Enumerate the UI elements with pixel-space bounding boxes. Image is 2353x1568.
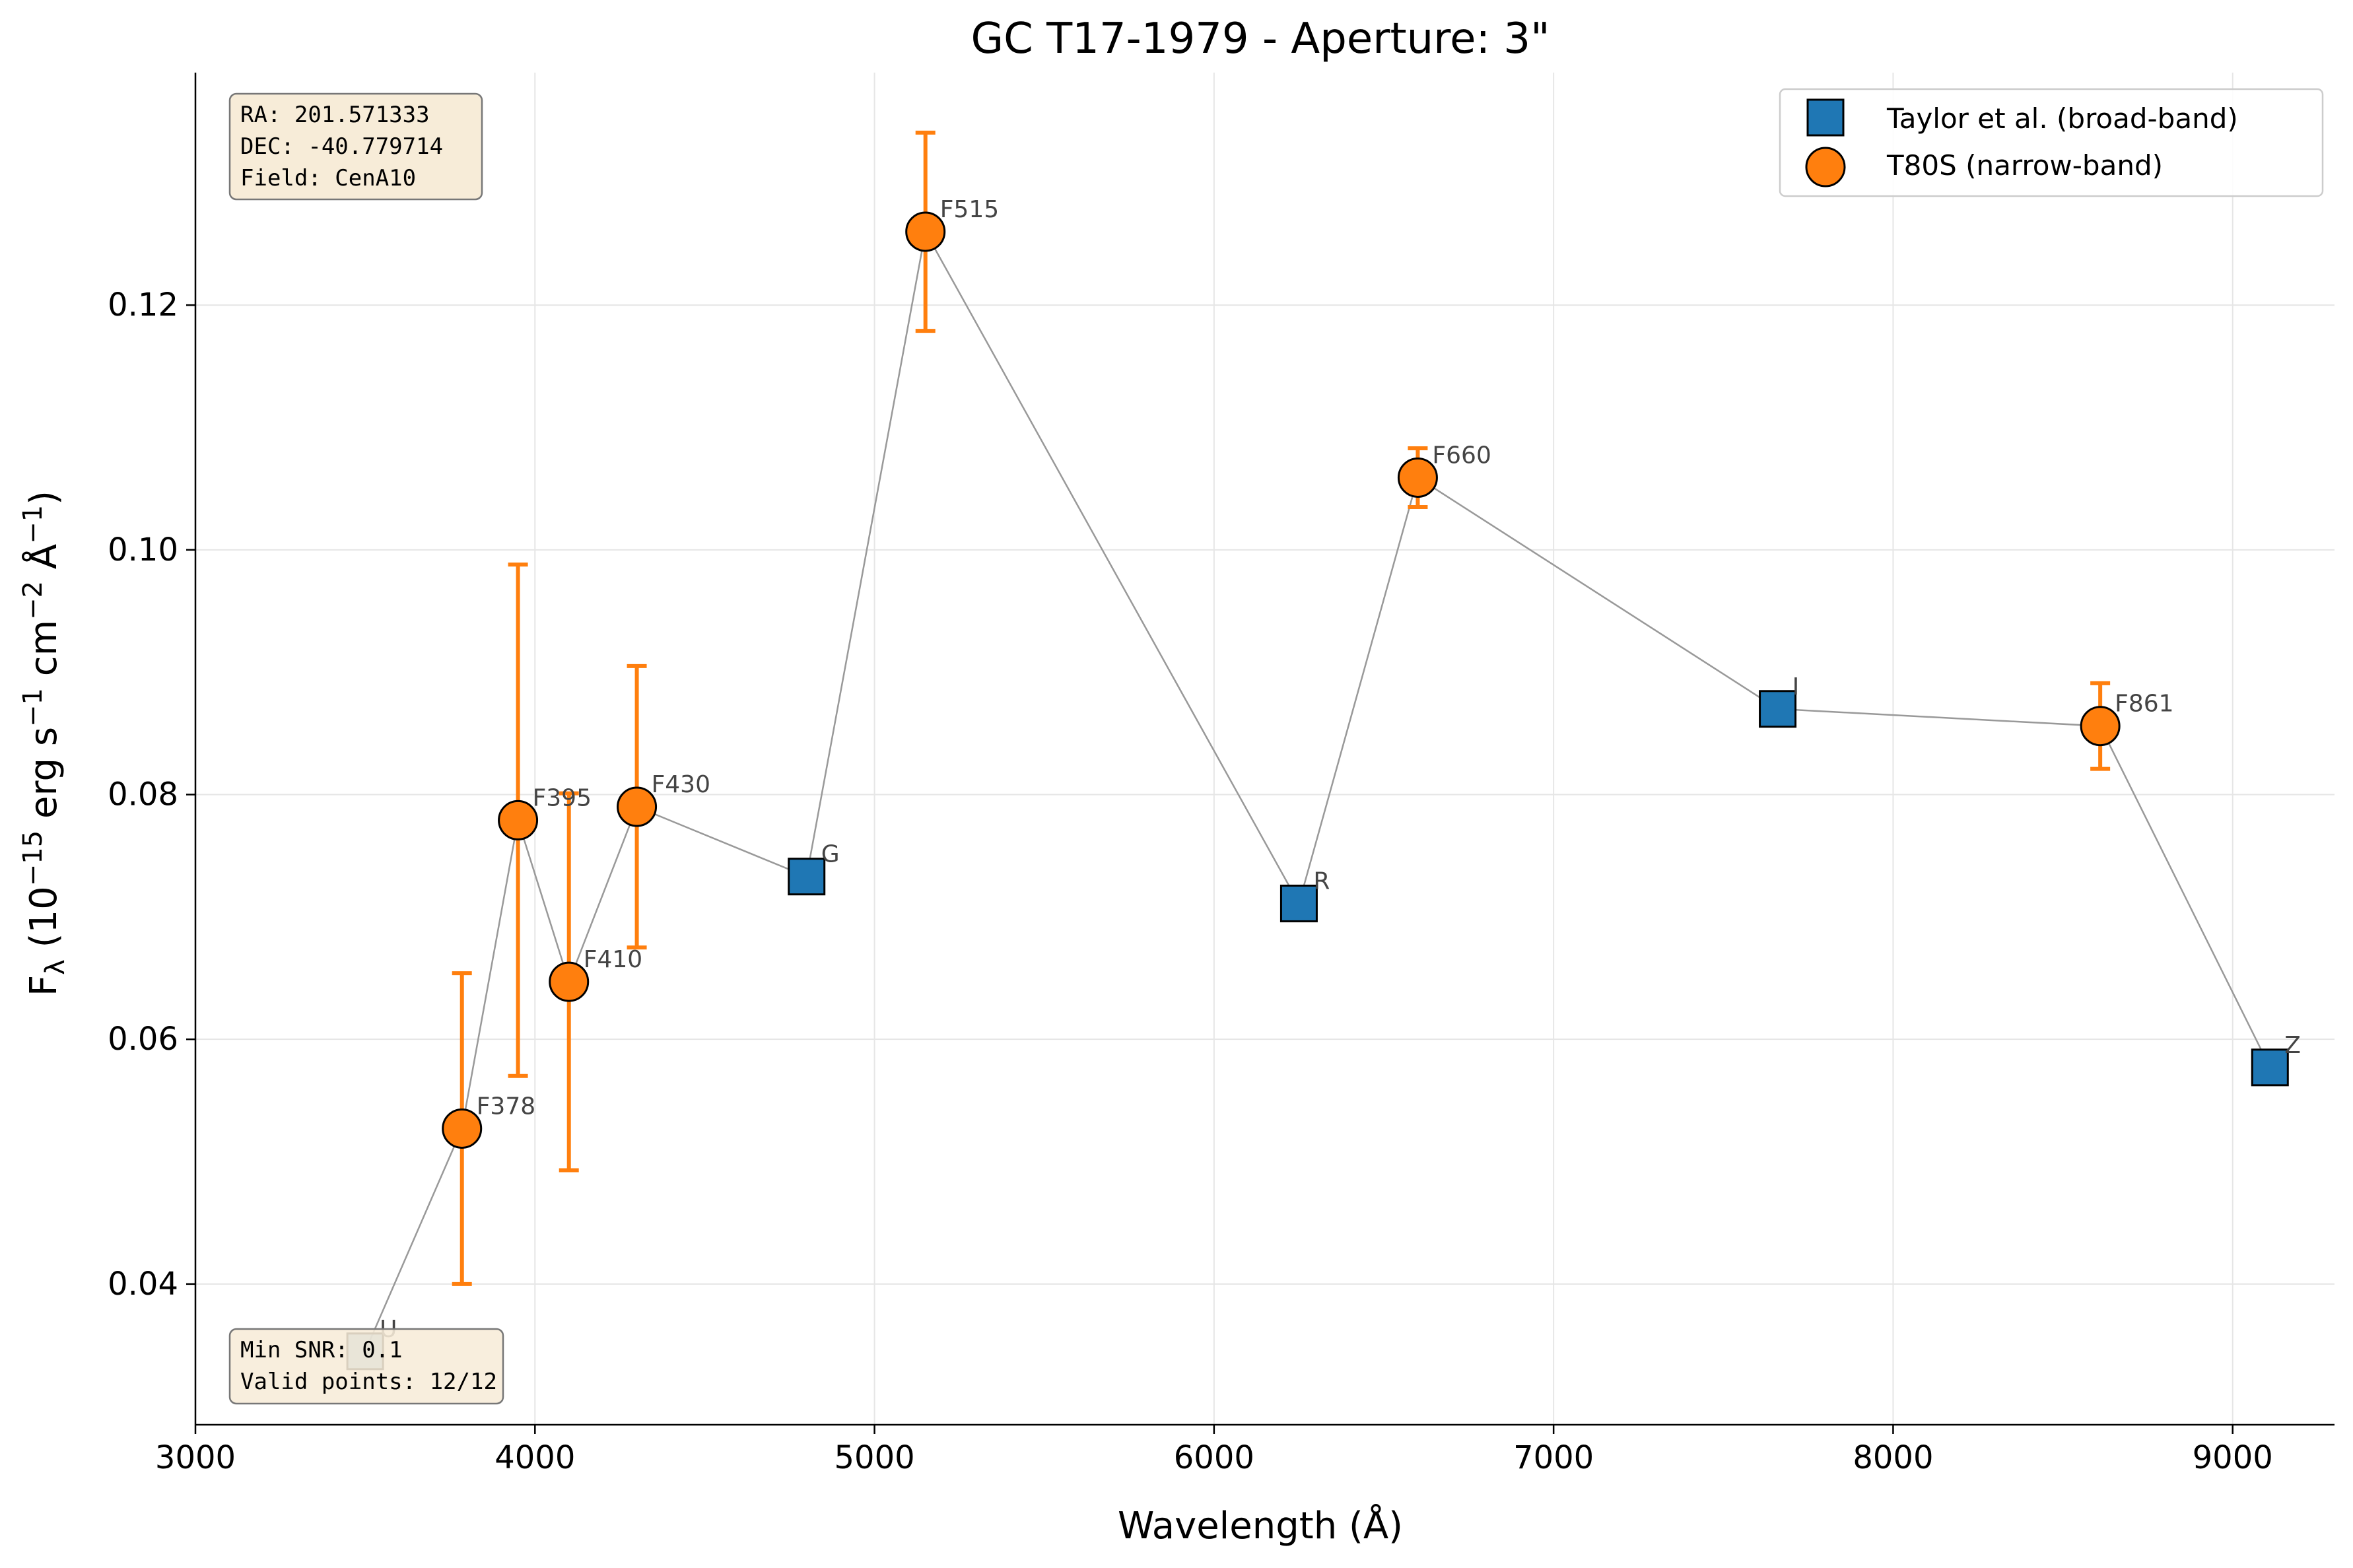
sed-connector-line	[364, 229, 2271, 1352]
y-axis-title-mid1: erg s	[22, 727, 65, 831]
y-tick-label-0-06: 0.06	[108, 1021, 178, 1058]
point-label-f410: F410	[584, 946, 642, 973]
info-dec: DEC: -40.779714	[240, 133, 443, 160]
y-tick-label-0-12: 0.12	[108, 287, 178, 324]
snr-info-box: Min SNR: 0.1 Valid points: 12/12	[228, 1328, 504, 1405]
y-axis-title-end: )	[22, 491, 65, 505]
y-axis-title-exp4: −1	[18, 505, 48, 544]
x-tick-label-4000: 4000	[494, 1439, 575, 1476]
point-label-r: R	[1313, 868, 1330, 895]
marker-f515	[905, 211, 946, 252]
point-labels: UGRIZF378F395F410F430F515F660F861	[380, 196, 2301, 1343]
snr-info-box-frame	[228, 1328, 504, 1405]
legend: Taylor et al. (broad-band) T80S (narrow-…	[1779, 88, 2324, 197]
x-ticks: 3000 4000 5000 6000 7000 8000 9000	[155, 1425, 2273, 1476]
y-axis-title-mid2: cm	[22, 620, 65, 688]
grid-lines	[195, 73, 2335, 1425]
marker-f861	[2080, 706, 2121, 747]
x-tick-label-5000: 5000	[834, 1439, 914, 1476]
info-min-snr: Min SNR: 0.1	[240, 1337, 403, 1363]
x-tick-label-6000: 6000	[1174, 1439, 1254, 1476]
y-tick-label-0-08: 0.08	[108, 776, 178, 813]
y-axis-title-main: F	[22, 975, 65, 996]
data-markers	[346, 211, 2289, 1371]
marker-f410	[549, 961, 590, 1002]
legend-frame	[1779, 88, 2324, 197]
marker-f395	[498, 800, 539, 840]
legend-label-broad: Taylor et al. (broad-band)	[1886, 102, 2238, 135]
y-tick-label-0-10: 0.10	[108, 531, 178, 568]
y-axis-title: Fλ (10−15 erg s−1 cm−2 Å−1)	[18, 491, 71, 996]
point-label-g: G	[821, 841, 840, 868]
legend-square-marker-icon	[1806, 98, 1845, 137]
marker-r	[1279, 884, 1318, 922]
y-tick-label-0-04: 0.04	[108, 1266, 178, 1303]
marker-f378	[442, 1108, 483, 1149]
point-label-f660: F660	[1432, 442, 1491, 469]
point-label-f515: F515	[940, 196, 999, 223]
marker-g	[788, 858, 826, 896]
point-label-z: Z	[2284, 1032, 2301, 1059]
marker-f430	[617, 786, 658, 827]
point-label-f861: F861	[2115, 691, 2173, 718]
marker-f660	[1397, 457, 1438, 498]
x-tick-label-8000: 8000	[1853, 1439, 1933, 1476]
point-label-f395: F395	[533, 784, 592, 811]
x-tick-label-9000: 9000	[2193, 1439, 2273, 1476]
y-axis-title-mid3: Å	[22, 544, 65, 581]
y-ticks: 0.04 0.06 0.08 0.10 0.12	[108, 287, 195, 1303]
legend-label-narrow: T80S (narrow-band)	[1886, 149, 2163, 182]
x-tick-label-7000: 7000	[1513, 1439, 1594, 1476]
chart-title: GC T17-1979 - Aperture: 3"	[971, 15, 1550, 63]
connector-lines	[364, 229, 2271, 1352]
marker-i	[1759, 690, 1797, 728]
info-ra: RA: 201.571333	[240, 102, 430, 128]
y-axis-title-sub: λ	[40, 959, 71, 975]
y-axis-title-exp1: −15	[18, 831, 48, 886]
x-axis-title: Wavelength (Å)	[1118, 1504, 1403, 1548]
legend-circle-marker-icon	[1805, 147, 1846, 187]
y-axis-title-exp3: −2	[18, 581, 48, 620]
marker-z	[2251, 1048, 2289, 1087]
y-axis-title-exp2: −1	[18, 688, 48, 727]
x-tick-label-3000: 3000	[155, 1439, 236, 1476]
info-valid-points: Valid points: 12/12	[240, 1369, 497, 1395]
point-label-f378: F378	[477, 1093, 535, 1120]
point-label-i: I	[1792, 673, 1800, 700]
coordinates-info-box-frame	[228, 92, 483, 201]
axes	[194, 73, 2335, 1426]
coordinates-info-box: RA: 201.571333 DEC: -40.779714 Field: Ce…	[228, 92, 483, 201]
info-field: Field: CenA10	[240, 165, 416, 191]
point-label-f430: F430	[652, 771, 710, 798]
y-axis-title-rest: (10	[22, 886, 65, 959]
